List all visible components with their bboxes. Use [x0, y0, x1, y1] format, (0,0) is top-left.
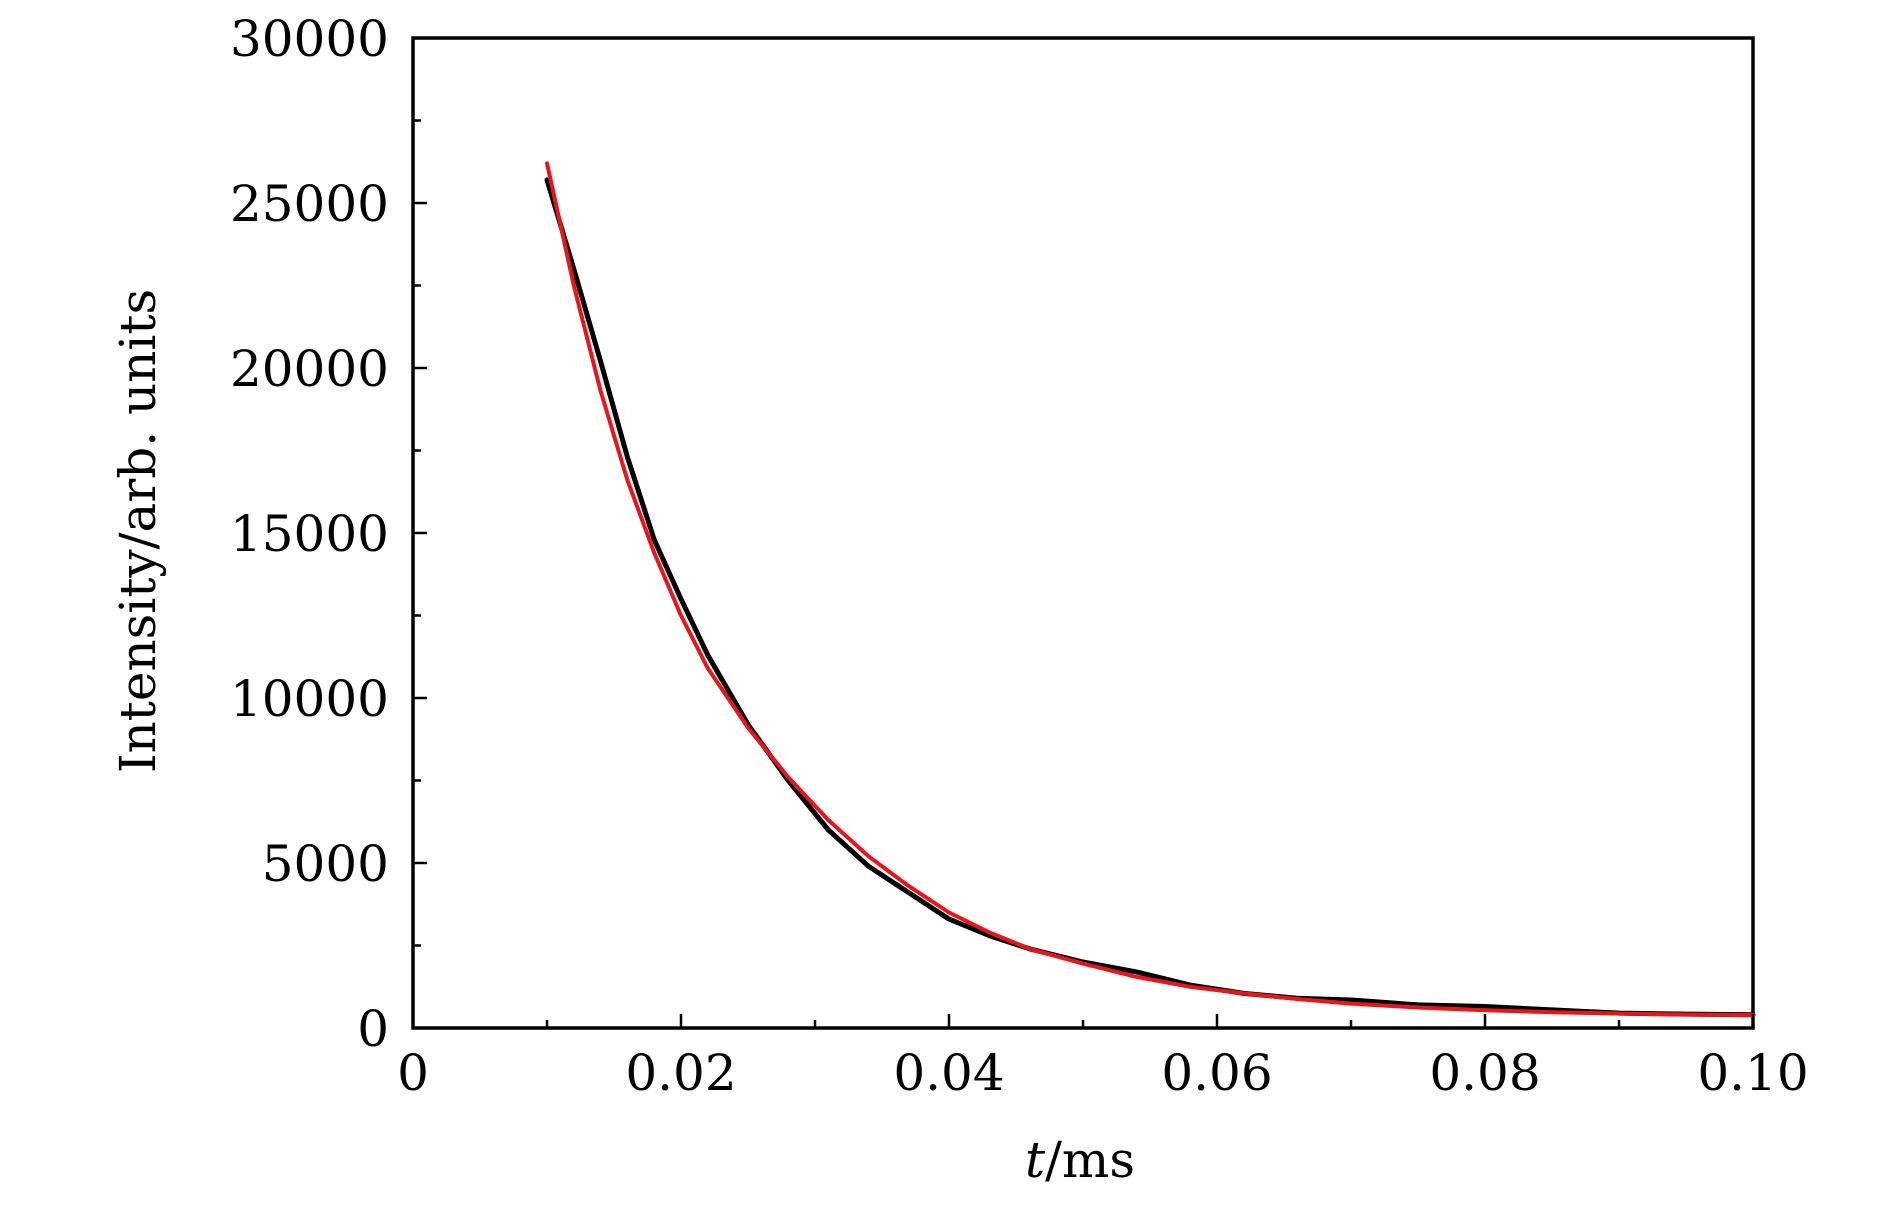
x-tick-label: 0.02	[625, 1044, 736, 1102]
x-tick-label: 0.10	[1697, 1044, 1808, 1102]
y-axis-label: Intensity/arb. units	[109, 289, 167, 773]
series-layer	[544, 161, 1756, 1018]
x-tick-label: 0.06	[1161, 1044, 1272, 1102]
x-tick-label: 0.08	[1429, 1044, 1540, 1102]
measured-decay-curve	[544, 177, 1756, 1018]
y-tick-label: 15000	[230, 505, 389, 563]
x-tick-label: 0.04	[893, 1044, 1004, 1102]
y-tick-label: 0	[357, 1000, 389, 1058]
y-tick-label: 5000	[262, 835, 389, 893]
x-axis-unit: /ms	[1045, 1131, 1135, 1189]
plot-area	[411, 36, 1755, 1030]
x-axis-variable: t	[1025, 1131, 1046, 1189]
x-axis-label: t/ms	[1025, 1131, 1135, 1189]
y-tick-label: 30000	[230, 10, 389, 68]
y-tick-label: 20000	[230, 340, 389, 398]
y-tick-label: 25000	[230, 175, 389, 233]
y-tick-label: 10000	[230, 670, 389, 728]
fit-decay-curve	[545, 161, 1755, 1018]
x-tick-label: 0	[397, 1044, 429, 1102]
ticks-layer	[411, 36, 1755, 1030]
plot-frame	[411, 36, 1755, 1030]
tick-labels: 0 0.02 0.04 0.06 0.08 0.10 0 5000 10000 15000 2000…	[230, 10, 1809, 1102]
